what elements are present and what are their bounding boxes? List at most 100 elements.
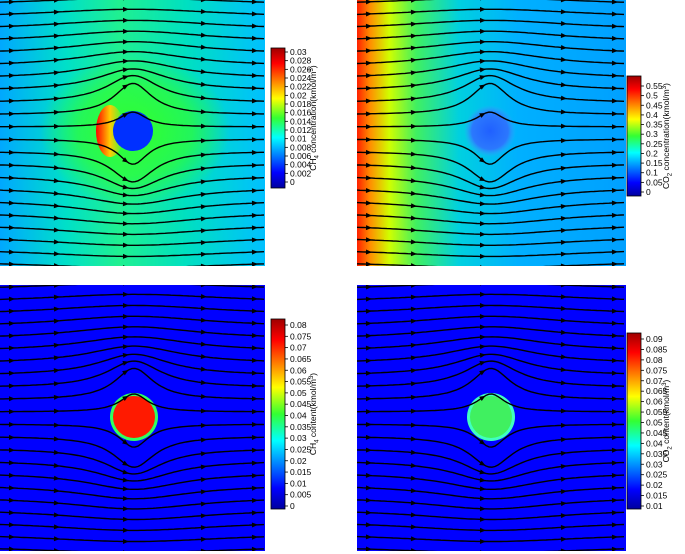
streamline-arrow bbox=[251, 261, 258, 266]
streamline bbox=[0, 511, 265, 521]
streamline-arrow bbox=[251, 35, 258, 41]
colorbar-tick-label: 0.03 bbox=[290, 47, 307, 57]
streamline-arrow bbox=[611, 11, 618, 17]
streamline-arrow bbox=[251, 213, 258, 219]
streamline-arrow bbox=[410, 227, 417, 233]
streamline bbox=[357, 74, 625, 102]
streamline-arrow bbox=[200, 9, 207, 15]
streamline-arrow bbox=[560, 203, 567, 209]
colorbar-tick-label: 0.065 bbox=[646, 386, 668, 396]
streamline-arrow bbox=[560, 394, 567, 400]
streamline-arrow bbox=[53, 488, 60, 494]
colorbar-tick-label: 0.025 bbox=[646, 470, 668, 480]
streamline-arrow bbox=[122, 157, 129, 163]
streamline-arrow bbox=[611, 345, 618, 351]
streamline-arrow bbox=[365, 200, 372, 206]
colorbar-tick-label: 0.005 bbox=[290, 490, 312, 500]
streamline-arrow bbox=[8, 396, 15, 402]
streamline-arrow bbox=[122, 313, 129, 319]
streamline bbox=[0, 304, 265, 313]
colorbar-tick-label: 0.08 bbox=[290, 320, 307, 330]
streamline-arrow bbox=[122, 527, 129, 533]
streamline-arrow bbox=[122, 285, 129, 286]
streamline-arrow bbox=[251, 370, 258, 376]
streamline-arrow bbox=[410, 408, 417, 414]
streamline-arrow bbox=[410, 109, 417, 115]
streamline-arrow bbox=[365, 460, 372, 466]
streamline bbox=[0, 263, 264, 266]
streamline-arrow bbox=[53, 330, 60, 336]
streamline-arrow bbox=[410, 381, 417, 387]
streamline-arrow bbox=[611, 333, 618, 339]
streamline-arrow bbox=[365, 137, 372, 143]
streamline bbox=[0, 189, 265, 205]
streamline-arrow bbox=[479, 527, 486, 533]
streamline bbox=[357, 250, 625, 258]
streamline-arrow bbox=[479, 39, 486, 45]
streamline-arrow bbox=[560, 179, 567, 185]
streamline-arrow bbox=[200, 513, 207, 519]
colorbar-tick-label: 0.015 bbox=[646, 491, 668, 501]
streamline-arrow bbox=[479, 6, 486, 12]
streamline-arrow bbox=[251, 357, 258, 363]
streamline bbox=[357, 50, 625, 65]
streamline-arrow bbox=[410, 123, 417, 129]
streamline-arrow bbox=[560, 524, 567, 530]
streamline-arrow bbox=[122, 231, 129, 237]
co2-content-inclusion bbox=[470, 396, 512, 438]
streamline bbox=[0, 41, 265, 52]
streamline-arrow bbox=[365, 345, 372, 351]
streamline-arrow bbox=[251, 237, 258, 243]
streamline-arrow bbox=[200, 81, 207, 87]
streamline-arrow bbox=[410, 436, 417, 442]
streamline-arrow bbox=[479, 192, 486, 198]
colorbar-ramp bbox=[270, 47, 286, 189]
streamline-arrow bbox=[560, 354, 567, 360]
streamline-arrow bbox=[122, 439, 129, 445]
panel-ch4-concentration: 00.0020.0040.0060.0080.010.0120.0140.016… bbox=[0, 0, 321, 266]
streamline-arrow bbox=[8, 48, 15, 54]
streamline-arrow bbox=[560, 513, 567, 519]
streamline-arrow bbox=[479, 67, 486, 73]
streamline-arrow bbox=[8, 73, 15, 79]
streamline-arrow bbox=[560, 0, 567, 3]
streamline-arrow bbox=[479, 495, 486, 501]
streamline bbox=[0, 238, 265, 246]
streamline-arrow bbox=[479, 84, 486, 90]
streamline-arrow bbox=[611, 422, 618, 428]
colorbar-tick-label: 0.015 bbox=[290, 467, 312, 477]
streamline bbox=[357, 263, 625, 266]
colorbar-title: CO2 concentration(kmol/m3) bbox=[661, 83, 674, 189]
streamline-arrow bbox=[560, 408, 567, 414]
streamline bbox=[0, 226, 265, 236]
streamline-arrow bbox=[611, 434, 618, 440]
streamline-arrow bbox=[251, 546, 258, 551]
streamline-arrow bbox=[410, 449, 417, 455]
streamline-arrow bbox=[200, 393, 207, 399]
colorbar-tick-label: 0.05 bbox=[646, 418, 663, 428]
streamline bbox=[0, 336, 265, 350]
streamline-arrow bbox=[200, 123, 207, 129]
streamline bbox=[357, 82, 625, 115]
streamline-arrow bbox=[410, 306, 417, 312]
streamline-arrow bbox=[122, 324, 129, 330]
streamline-arrow bbox=[53, 512, 60, 518]
streamline-arrow bbox=[8, 225, 15, 231]
streamline-arrow bbox=[53, 422, 60, 428]
streamline-arrow bbox=[8, 421, 15, 427]
streamline-arrow bbox=[53, 462, 60, 468]
streamline-arrow bbox=[8, 85, 15, 91]
colorbar-tick-label: 0.1 bbox=[646, 168, 658, 178]
colorbar-tick-label: 0.15 bbox=[646, 158, 663, 168]
colorbar-ch4-concentration: 00.0020.0040.0060.0080.010.0120.0140.016… bbox=[270, 47, 321, 189]
streamline-arrow bbox=[479, 439, 486, 445]
streamline-arrow bbox=[200, 138, 207, 144]
streamline-arrow bbox=[122, 6, 129, 12]
streamline bbox=[357, 8, 625, 16]
streamline-arrow bbox=[122, 477, 129, 483]
streamline bbox=[357, 535, 625, 543]
streamline-arrow bbox=[560, 317, 567, 323]
streamline-arrow bbox=[479, 157, 486, 163]
streamline-arrow bbox=[611, 497, 618, 503]
streamline bbox=[0, 201, 265, 215]
